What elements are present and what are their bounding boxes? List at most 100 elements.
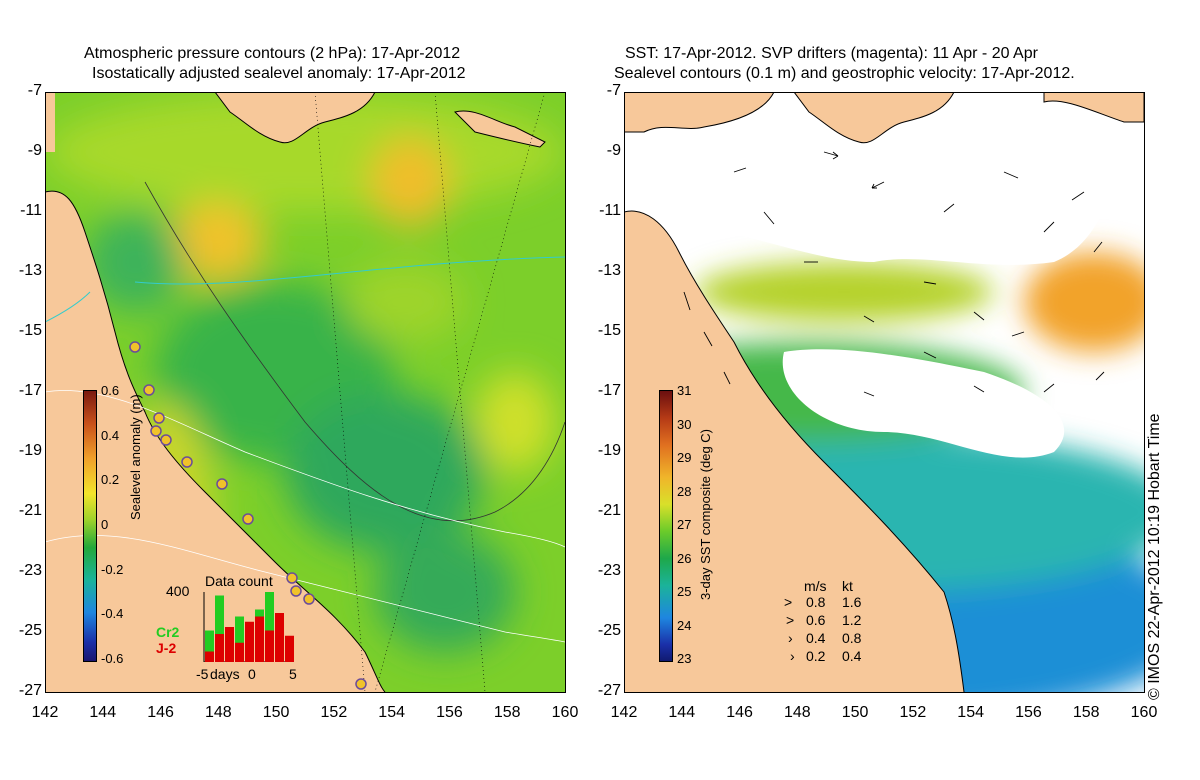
colorbar-tick-label: 30 [677,416,692,432]
right-y-tick: -23 [597,562,621,579]
cr2-bar [265,592,274,662]
sealevel-anomaly-map [45,92,565,692]
left-y-tick: -17 [18,382,42,399]
left-x-tick: 150 [262,704,290,721]
j2-bar [275,613,284,662]
right-y-tick: -15 [597,322,621,339]
datacount-x-5: 5 [289,666,297,682]
left-y-tick: -11 [20,202,42,219]
right-y-tick: -11 [599,202,621,219]
colorbar-tick-label: 31 [677,383,692,398]
right-y-tick: -19 [597,442,621,459]
datacount-x-days: days [210,666,240,682]
right-y-tick: -27 [597,682,621,699]
left-y-tick: -27 [18,682,42,699]
velocity-kt-value: 1.2 [842,612,862,628]
j2-bar [205,651,214,662]
velocity-ms-value: 0.4 [806,630,826,646]
right-map-panel [624,92,1144,692]
sst-colorbar [659,390,673,662]
right-x-tick: 142 [610,704,638,721]
right-x-tick: 158 [1072,704,1100,721]
j2-bar [245,621,254,662]
right-x-tick: 148 [783,704,811,721]
left-x-tick: 146 [147,704,174,721]
velocity-ms-value: 0.2 [806,648,826,664]
left-y-tick: -7 [27,82,42,99]
colorbar-tick-label: 23 [677,651,692,666]
j2-bar [285,635,294,662]
right-x-tick: 150 [841,704,869,721]
colorbar-tick-label: -0.2 [101,561,124,577]
j2-bar [255,616,264,662]
left-x-tick: 152 [320,704,348,721]
series-label-cr2: Cr2 [156,624,180,640]
data-count-bars [203,592,294,662]
colorbar-tick-label: -0.4 [101,606,124,622]
right-y-tick: -13 [597,262,621,279]
data-count-title: Data count [205,573,273,589]
velocity-arrow-icon: › [790,648,795,664]
sealevel-colorbar-title: Sealevel anomaly (m) [128,394,143,520]
left-x-tick: 142 [31,704,59,721]
left-x-tick: 156 [436,704,463,721]
left-y-tick: -25 [18,622,42,639]
right-title-line2: Sealevel contours (0.1 m) and geostrophi… [614,65,1075,82]
velocity-arrow-icon: > [784,594,793,610]
velocity-vectors [683,151,1105,397]
j2-bar [265,630,274,662]
right-x-tick: 146 [726,704,753,721]
right-x-tick: 156 [1015,704,1042,721]
left-y-tick: -21 [18,502,42,519]
colorbar-tick-label: 0.2 [101,472,120,488]
left-y-tick: -15 [18,322,42,339]
left-x-tick: 154 [378,704,405,721]
velocity-kt-value: 0.4 [842,648,862,664]
j2-bar [235,642,244,662]
velocity-ms-value: 0.8 [806,594,826,610]
cr2-bar [205,630,214,662]
colorbar-tick-label: 28 [677,483,692,499]
left-map-panel [45,92,565,692]
colorbar-tick-label: 29 [677,450,692,465]
left-y-tick: -23 [18,562,42,579]
right-y-tick: -21 [597,502,621,519]
right-x-tick: 152 [899,704,927,721]
left-x-tick: 148 [204,704,232,721]
right-y-tick: -17 [597,382,621,399]
sst-map [624,92,1144,692]
left-title-line1: Atmospheric pressure contours (2 hPa): 1… [84,45,461,62]
left-y-tick: -13 [18,262,42,279]
velocity-header-ms: m/s [804,578,827,594]
velocity-arrow-icon: › [788,630,793,646]
left-y-tick: -9 [27,142,42,159]
colorbar-tick-label: 25 [677,584,692,599]
right-y-tick: -25 [597,622,621,639]
colorbar-tick-label: 0.4 [101,427,120,443]
right-y-tick: -7 [606,82,621,99]
right-x-tick: 144 [668,704,696,721]
left-x-tick: 144 [89,704,117,721]
cr2-bar [235,616,244,662]
cr2-bar [215,595,224,662]
data-count-ymax: 400 [166,583,190,599]
colorbar-tick-label: 0 [101,517,109,532]
velocity-header-kt: kt [842,578,853,594]
datacount-x-minus5: -5 [196,666,209,682]
j2-bar [225,627,234,662]
right-title-line1: SST: 17-Apr-2012. SVP drifters (magenta)… [625,45,1038,62]
left-y-tick: -19 [18,442,42,459]
credit-text: © IMOS 22-Apr-2012 10:19 Hobart Time [1146,413,1163,700]
colorbar-tick-label: 27 [677,517,692,532]
left-title-line2: Isostatically adjusted sealevel anomaly:… [92,65,466,82]
right-x-tick: 160 [1130,704,1158,721]
velocity-arrow-icon: > [786,612,795,628]
left-x-tick: 160 [551,704,579,721]
j2-bar [215,634,224,662]
colorbar-tick-label: 24 [677,617,692,633]
sealevel-colorbar [83,390,97,662]
colorbar-tick-label: 26 [677,550,692,566]
series-label-j2: J-2 [156,640,177,656]
sst-colorbar-title: 3-day SST composite (deg C) [698,429,713,600]
velocity-kt-value: 0.8 [842,630,862,646]
